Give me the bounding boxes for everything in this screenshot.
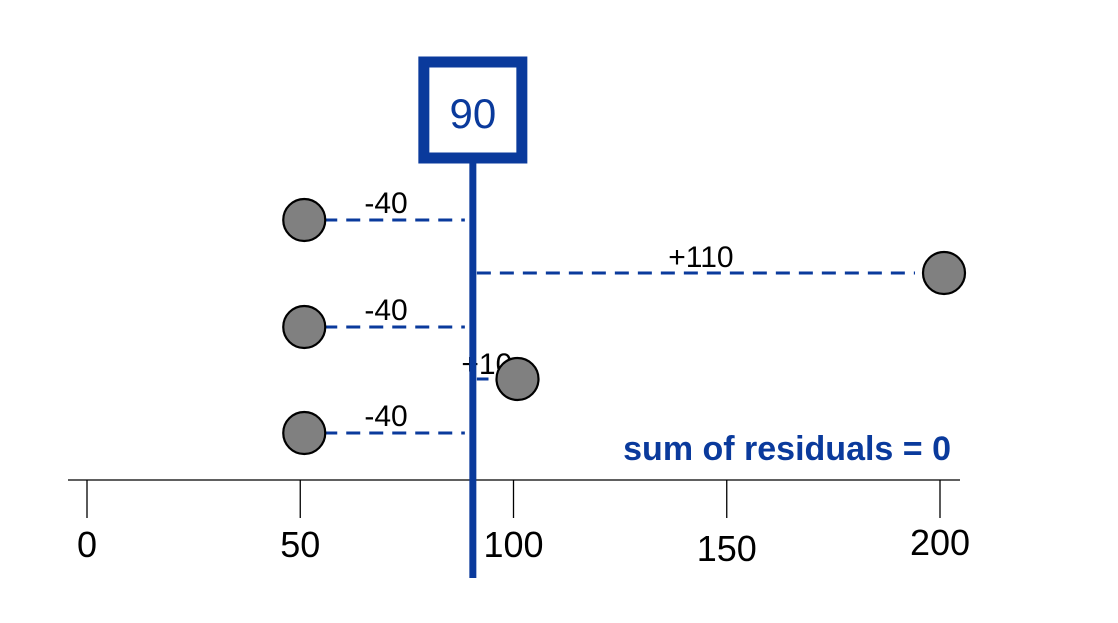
x-tick-label-100: 100 xyxy=(483,524,543,565)
x-axis-ticks: 0 50 100 150 200 xyxy=(77,480,970,569)
data-point-1 xyxy=(282,197,327,243)
residual-label-2: +110 xyxy=(668,241,733,274)
residual-label-3: -40 xyxy=(364,294,407,327)
mean-value-box xyxy=(418,56,528,164)
x-tick-label-0: 0 xyxy=(77,524,97,565)
x-tick-label-150: 150 xyxy=(697,528,757,569)
data-point-5 xyxy=(282,410,327,456)
residual-label-5: -40 xyxy=(364,400,407,433)
residual-lines xyxy=(323,218,915,435)
data-point-3 xyxy=(282,304,327,350)
data-point-2 xyxy=(921,250,967,296)
sum-of-residuals-annotation: sum of residuals = 0 xyxy=(623,430,951,468)
mean-value-label: 90 xyxy=(449,90,496,137)
x-tick-label-200: 200 xyxy=(910,522,970,563)
residual-labels: -40+110-40+10-40 xyxy=(364,187,733,433)
data-point-4 xyxy=(495,356,540,402)
x-tick-label-50: 50 xyxy=(280,524,320,565)
residual-label-1: -40 xyxy=(364,187,407,220)
data-points xyxy=(282,197,967,456)
